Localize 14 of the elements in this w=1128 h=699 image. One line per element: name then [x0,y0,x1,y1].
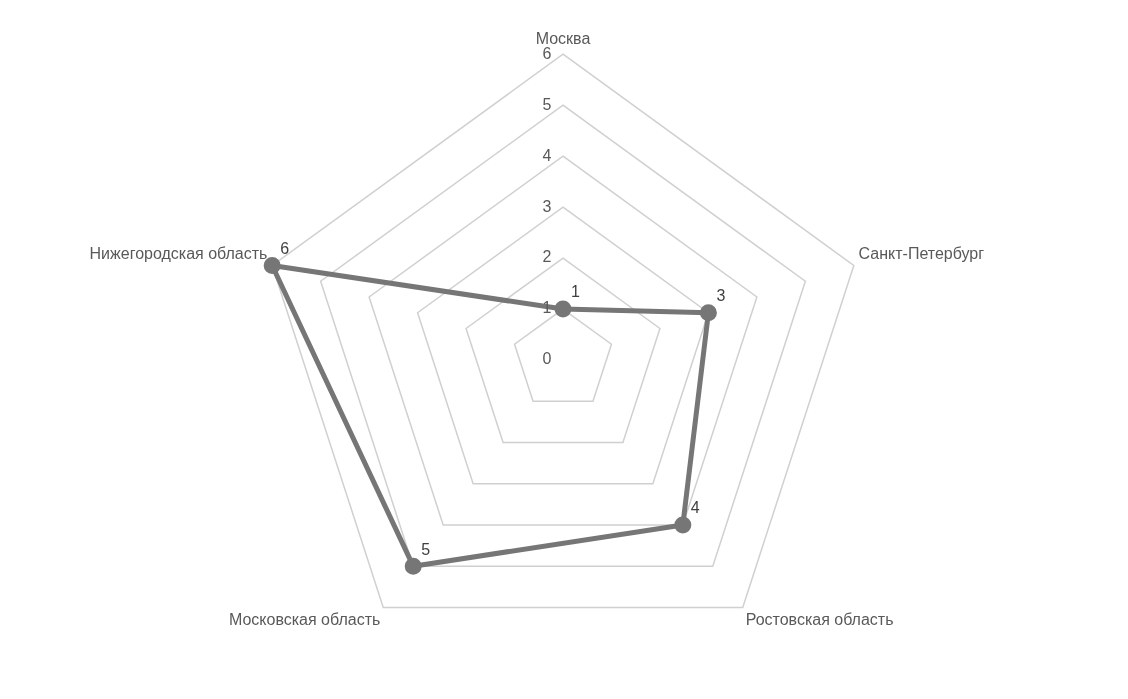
spoke-label: Московская область [228,611,381,629]
spoke-label: Ростовская область [745,611,894,629]
y-tick-label: 3 [542,197,552,215]
data-label: 3 [716,287,726,305]
spoke-label: Санкт-Петербург [858,244,985,262]
data-label: 1 [571,283,580,301]
y-tick-label: 0 [542,350,552,368]
data-label: 4 [690,499,700,517]
data-label: 6 [280,239,290,257]
data-label: 5 [421,540,431,558]
y-tick-label: 4 [542,146,552,164]
y-tick-label: 2 [542,248,552,266]
spoke-label: Нижегородская область [89,244,268,262]
y-tick-label: 5 [542,95,552,113]
